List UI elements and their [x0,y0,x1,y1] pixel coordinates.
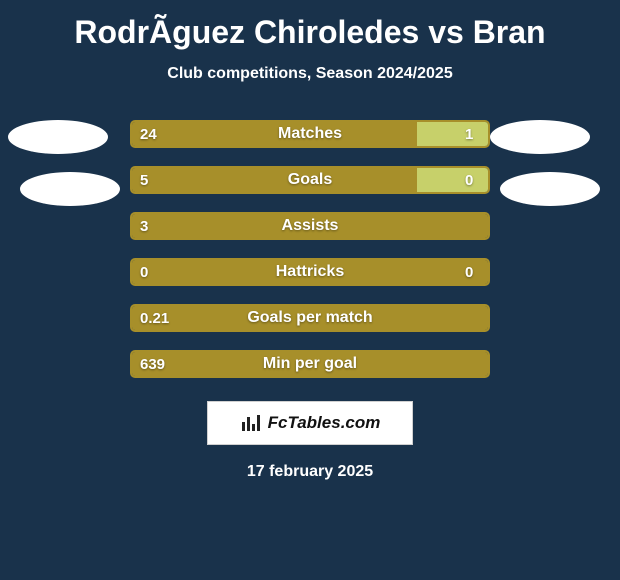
stat-row: 0Hattricks0 [0,249,620,295]
row-label: Goals [0,171,620,189]
stat-row: 639Min per goal [0,341,620,387]
footer-badge-text: FcTables.com [268,413,381,433]
value-right: 0 [465,172,473,189]
row-label: Matches [0,125,620,143]
value-right: 0 [465,264,473,281]
row-label: Assists [0,217,620,235]
value-right: 1 [465,126,473,143]
page-subtitle: Club competitions, Season 2024/2025 [0,65,620,83]
date-line: 17 february 2025 [0,463,620,481]
footer-badge[interactable]: FcTables.com [207,401,413,445]
row-label: Hattricks [0,263,620,281]
row-label: Goals per match [0,309,620,327]
page-title: RodrÃ­guez Chiroledes vs Bran [0,0,620,51]
stat-row: 0.21Goals per match [0,295,620,341]
bar-chart-icon [240,413,262,433]
row-label: Min per goal [0,355,620,373]
stat-row: 3Assists [0,203,620,249]
